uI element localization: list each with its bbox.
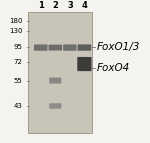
- FancyBboxPatch shape: [77, 57, 92, 71]
- Bar: [28, 12, 92, 133]
- FancyBboxPatch shape: [49, 45, 62, 50]
- Text: FoxO1/3: FoxO1/3: [97, 42, 140, 52]
- Text: 3: 3: [67, 1, 73, 10]
- Text: 43: 43: [14, 103, 22, 109]
- Text: 180: 180: [9, 18, 22, 24]
- Text: FoxO4: FoxO4: [97, 63, 130, 73]
- Text: 130: 130: [9, 28, 22, 34]
- Text: 95: 95: [14, 44, 22, 50]
- Text: 55: 55: [14, 78, 22, 84]
- Text: 72: 72: [14, 59, 22, 65]
- Text: 4: 4: [81, 1, 87, 10]
- Text: 2: 2: [52, 1, 58, 10]
- FancyBboxPatch shape: [49, 103, 61, 109]
- FancyBboxPatch shape: [78, 44, 91, 51]
- FancyBboxPatch shape: [34, 44, 48, 51]
- FancyBboxPatch shape: [49, 78, 61, 84]
- FancyBboxPatch shape: [63, 44, 77, 51]
- Text: 1: 1: [38, 1, 44, 10]
